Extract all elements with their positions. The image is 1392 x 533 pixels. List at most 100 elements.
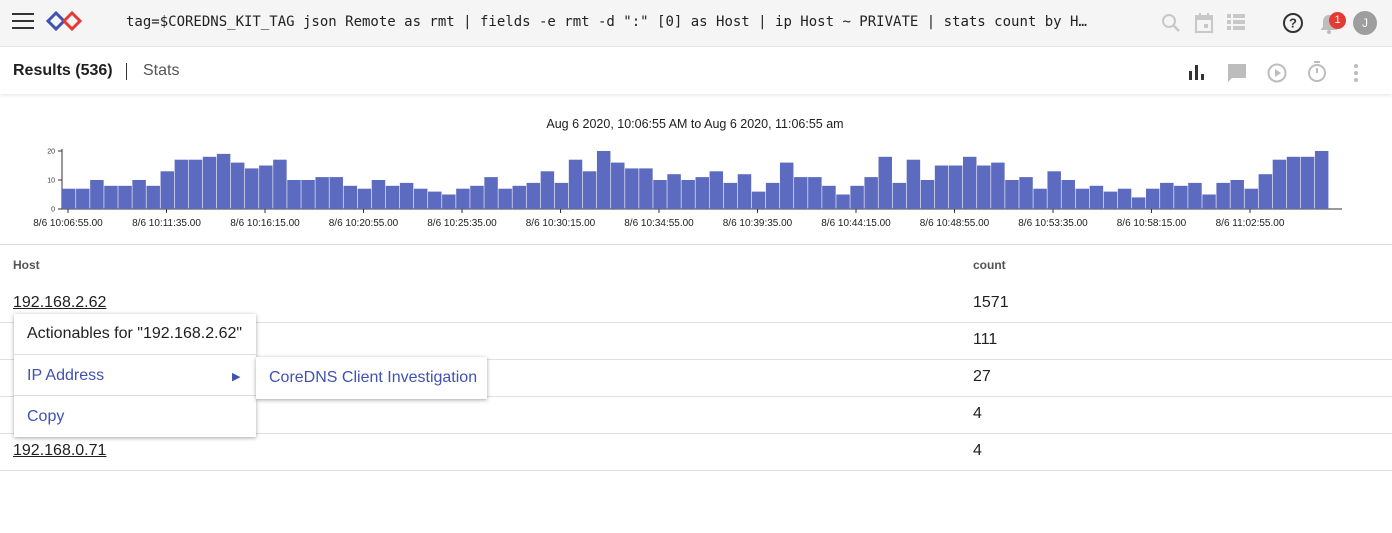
histogram-bar[interactable]: [906, 159, 921, 209]
histogram-bar[interactable]: [273, 159, 287, 209]
histogram-bar[interactable]: [1103, 191, 1118, 209]
histogram-bar[interactable]: [118, 185, 132, 209]
histogram-bar[interactable]: [259, 165, 273, 210]
histogram-bar[interactable]: [878, 156, 892, 209]
menu-icon[interactable]: [12, 13, 34, 31]
histogram-bar[interactable]: [808, 177, 822, 209]
histogram-bar[interactable]: [1216, 182, 1230, 209]
histogram-bar[interactable]: [709, 171, 724, 209]
histogram-bar[interactable]: [456, 188, 470, 209]
histogram-bar[interactable]: [568, 159, 583, 209]
histogram-bar[interactable]: [230, 162, 245, 209]
histogram-bar[interactable]: [667, 174, 681, 209]
histogram-bar[interactable]: [512, 185, 526, 209]
histogram-bar[interactable]: [836, 194, 850, 210]
histogram-bar[interactable]: [779, 162, 794, 209]
submenu-item-coredns-client-investigation[interactable]: CoreDNS Client Investigation: [269, 369, 478, 386]
histogram-bar[interactable]: [681, 180, 695, 209]
search-icon[interactable]: [1161, 13, 1181, 38]
histogram-bar[interactable]: [625, 168, 639, 209]
histogram-bar[interactable]: [977, 165, 991, 210]
tab-stats[interactable]: Stats: [143, 62, 180, 79]
histogram-bar[interactable]: [301, 180, 315, 209]
histogram-bar[interactable]: [1019, 177, 1033, 209]
histogram-bar[interactable]: [385, 185, 400, 209]
avatar[interactable]: J: [1353, 11, 1377, 35]
host-cell[interactable]: 192.168.0.71: [13, 442, 107, 459]
histogram-bar[interactable]: [371, 180, 386, 209]
histogram-bar[interactable]: [540, 171, 555, 209]
table-view-icon[interactable]: [1227, 13, 1245, 36]
histogram-bar[interactable]: [1202, 194, 1216, 210]
histogram-bar[interactable]: [343, 185, 358, 209]
histogram-bar[interactable]: [639, 168, 653, 209]
histogram-bar[interactable]: [442, 194, 456, 210]
histogram-bar[interactable]: [1117, 188, 1132, 209]
histogram-bar[interactable]: [1272, 159, 1287, 209]
histogram-bar[interactable]: [934, 165, 949, 210]
histogram-bar[interactable]: [892, 182, 907, 209]
column-header-count[interactable]: count: [973, 258, 1006, 272]
histogram-bar[interactable]: [413, 188, 428, 209]
query-input[interactable]: tag=$COREDNS_KIT_TAG json Remote as rmt …: [126, 14, 1091, 30]
histogram-bar[interactable]: [582, 171, 597, 209]
histogram-bar[interactable]: [737, 174, 752, 209]
histogram-bar[interactable]: [751, 191, 766, 209]
histogram-bar[interactable]: [1145, 188, 1160, 209]
histogram-bar[interactable]: [1174, 185, 1188, 209]
histogram-bar[interactable]: [1033, 188, 1047, 209]
histogram-bar[interactable]: [850, 185, 864, 209]
histogram-bar[interactable]: [1131, 197, 1146, 209]
histogram-bar[interactable]: [596, 151, 611, 209]
histogram-bar[interactable]: [554, 182, 569, 209]
histogram-bar[interactable]: [1005, 180, 1019, 209]
histogram-bar[interactable]: [794, 177, 808, 209]
histogram-bar[interactable]: [1244, 188, 1259, 209]
histogram-bar[interactable]: [174, 159, 189, 209]
histogram-bar[interactable]: [1314, 151, 1329, 209]
histogram-bar[interactable]: [146, 185, 160, 209]
histogram-bar[interactable]: [160, 171, 175, 209]
histogram-bar[interactable]: [948, 165, 963, 210]
histogram-bar[interactable]: [216, 153, 231, 209]
histogram-bar[interactable]: [1089, 185, 1104, 209]
calendar-icon[interactable]: [1195, 13, 1213, 38]
histogram-bar[interactable]: [1258, 174, 1273, 209]
histogram-bar[interactable]: [1160, 182, 1174, 209]
histogram-bar[interactable]: [104, 185, 118, 209]
histogram-bar[interactable]: [498, 188, 512, 209]
histogram-bar[interactable]: [822, 185, 836, 209]
histogram-bar[interactable]: [90, 180, 104, 209]
play-icon[interactable]: [1267, 63, 1287, 88]
histogram-bar[interactable]: [611, 162, 625, 209]
histogram-bar[interactable]: [428, 191, 442, 209]
histogram-bar[interactable]: [1300, 156, 1315, 209]
histogram-bar[interactable]: [1230, 180, 1244, 209]
app-logo[interactable]: [45, 9, 84, 38]
histogram-bar[interactable]: [188, 159, 203, 209]
host-cell[interactable]: 192.168.2.62: [13, 294, 107, 311]
histogram-bar[interactable]: [470, 185, 484, 209]
histogram-bar[interactable]: [991, 162, 1005, 209]
histogram-bar[interactable]: [484, 177, 498, 209]
histogram-bar[interactable]: [723, 182, 738, 209]
histogram-bar[interactable]: [864, 177, 878, 209]
column-header-host[interactable]: Host: [13, 258, 40, 272]
tab-results[interactable]: Results (536): [13, 62, 113, 79]
histogram-bar[interactable]: [76, 188, 90, 209]
histogram-bar[interactable]: [765, 182, 780, 209]
histogram-bar[interactable]: [329, 177, 343, 209]
histogram-bar[interactable]: [202, 156, 217, 209]
help-icon[interactable]: ?: [1282, 12, 1304, 39]
histogram-bar[interactable]: [920, 180, 935, 209]
histogram-bar[interactable]: [962, 156, 977, 209]
histogram-bar[interactable]: [399, 182, 414, 209]
histogram-bar[interactable]: [287, 180, 301, 209]
bar-chart-icon[interactable]: [1188, 63, 1206, 86]
histogram-bar[interactable]: [1286, 156, 1301, 209]
menu-item-copy[interactable]: Copy: [27, 408, 65, 425]
histogram-bar[interactable]: [1188, 182, 1202, 209]
histogram-bar[interactable]: [245, 168, 259, 209]
histogram-bar[interactable]: [1075, 188, 1090, 209]
more-vert-icon[interactable]: [1353, 63, 1359, 88]
